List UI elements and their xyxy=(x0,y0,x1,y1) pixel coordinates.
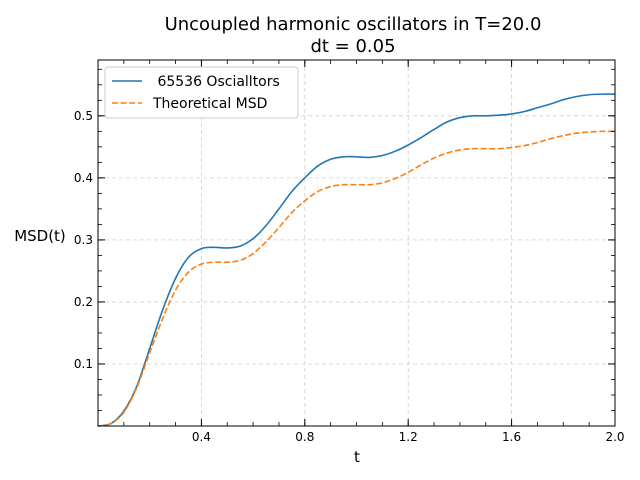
legend: 65536 Oscialltors Theoretical MSD xyxy=(104,66,299,119)
x-tick-label: 1.2 xyxy=(399,430,418,444)
x-tick-label: 2.0 xyxy=(605,430,624,444)
y-tick-label: 0.3 xyxy=(74,233,93,247)
axis-ticks: 0.4 0.8 1.2 1.6 2.0 0.1 0.2 0.3 0.4 0.5 xyxy=(74,60,625,444)
legend-label-theoretical: Theoretical MSD xyxy=(152,96,267,112)
x-axis-label: t xyxy=(354,448,360,466)
series-line-simulation xyxy=(97,93,616,427)
y-axis-label: MSD(t) xyxy=(14,227,66,245)
y-tick-label: 0.1 xyxy=(74,357,93,371)
legend-label-simulation: 65536 Oscialltors xyxy=(153,74,280,90)
x-tick-label: 0.4 xyxy=(192,430,211,444)
x-tick-label: 1.6 xyxy=(502,430,521,444)
legend-box xyxy=(104,66,299,119)
y-tick-label: 0.5 xyxy=(74,109,93,123)
series-layer xyxy=(97,93,616,427)
x-tick-label: 0.8 xyxy=(295,430,314,444)
y-tick-label: 0.2 xyxy=(74,295,93,309)
chart-title-line2: dt = 0.05 xyxy=(310,36,395,57)
y-tick-label: 0.4 xyxy=(74,171,93,185)
series-line-theoretical xyxy=(97,130,616,427)
chart-title-line1: Uncoupled harmonic oscillators in T=20.0 xyxy=(165,14,542,35)
